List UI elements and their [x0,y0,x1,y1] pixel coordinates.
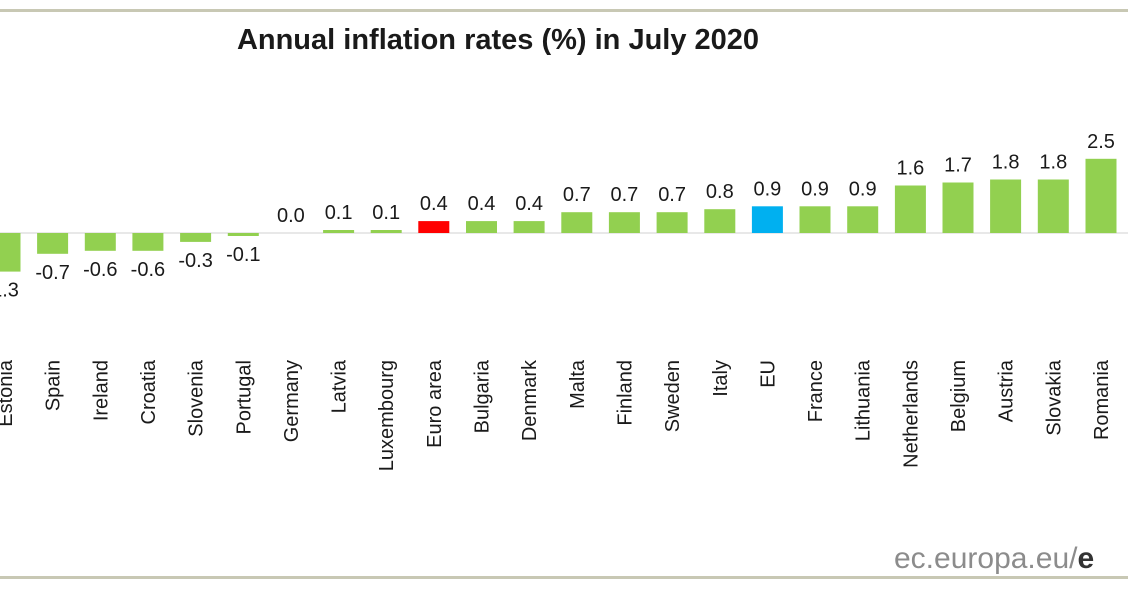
bar-ireland [84,233,116,251]
bottom-rule [0,576,1128,579]
value-label-eu: 0.9 [753,178,781,200]
value-label-italy: 0.8 [706,181,734,203]
bar-malta [561,212,593,233]
bar-denmark [513,221,545,233]
bar-bulgaria [466,221,497,233]
category-label-malta: Malta [567,359,589,409]
source-credit: ec.europa.eu/e [894,542,1094,576]
category-label-france: France [805,360,827,422]
value-label-belgium: 1.7 [944,155,972,177]
category-label-portugal: Portugal [233,360,255,435]
value-label-slovakia: 1.8 [1039,152,1067,174]
value-label-ireland: -0.6 [83,259,117,281]
bar-slovakia [1037,179,1069,233]
category-label-latvia: Latvia [329,359,351,413]
value-label-estonia: 1.3 [0,280,19,302]
bar-portugal [227,233,259,236]
value-label-latvia: 0.1 [325,202,353,224]
value-label-finland: 0.7 [610,184,638,206]
bar-luxembourg [370,230,402,233]
bar-slovenia [180,233,212,242]
bar-belgium [942,182,974,233]
category-label-ireland: Ireland [90,360,112,421]
category-label-eu: EU [757,360,779,388]
value-label-euro-area: 0.4 [420,193,448,215]
category-label-belgium: Belgium [948,360,970,432]
category-label-italy: Italy [710,360,732,397]
bar-spain [37,233,69,254]
value-label-netherlands: 1.6 [896,158,924,180]
chart-title: Annual inflation rates (%) in July 2020 [236,24,760,56]
category-label-slovakia: Slovakia [1043,359,1065,435]
category-label-finland: Finland [614,360,636,426]
bar-netherlands [894,185,926,233]
value-label-slovenia: -0.3 [178,250,212,272]
value-label-croatia: -0.6 [131,259,165,281]
source-text: ec.europa.eu/ [894,542,1078,575]
bar-euro-area [418,221,450,233]
category-label-slovenia: Slovenia [186,359,208,437]
category-label-spain: Spain [43,360,65,411]
category-label-luxembourg: Luxembourg [376,360,398,471]
category-label-croatia: Croatia [138,359,160,424]
category-label-denmark: Denmark [519,359,541,441]
value-label-lithuania: 0.9 [849,178,877,200]
value-label-germany: 0.0 [277,205,305,227]
bar-latvia [323,230,355,233]
top-rule [0,9,1128,12]
category-label-euro-area: Euro area [424,359,446,448]
bar-croatia [132,233,164,251]
bar-lithuania [847,206,879,233]
value-label-france: 0.9 [801,178,829,200]
bar-finland [608,212,640,233]
value-label-sweden: 0.7 [658,184,686,206]
value-label-austria: 1.8 [992,152,1020,174]
value-label-bulgaria: 0.4 [468,193,496,215]
value-label-spain: -0.7 [35,262,69,284]
value-label-malta: 0.7 [563,184,591,206]
value-label-denmark: 0.4 [515,193,543,215]
bar-sweden [656,212,688,233]
bar-france [799,206,831,233]
category-label-sweden: Sweden [662,360,684,432]
category-label-netherlands: Netherlands [900,360,922,468]
category-label-lithuania: Lithuania [853,359,875,441]
category-label-bulgaria: Bulgaria [472,359,494,433]
bar-eu [751,206,783,233]
category-label-austria: Austria [996,359,1018,422]
category-label-germany: Germany [281,360,303,442]
value-label-luxembourg: 0.1 [372,202,400,224]
bar-austria [990,179,1022,233]
value-label-romania: 2.5 [1087,131,1115,153]
category-label-romania: Romania [1091,359,1113,440]
value-label-portugal: -0.1 [226,244,260,266]
bar-estonia [0,233,21,272]
source-bold-text: e [1077,542,1095,575]
bar-italy [704,209,736,233]
category-label-estonia: Estonia [0,359,17,427]
bar-romania [1085,158,1117,234]
